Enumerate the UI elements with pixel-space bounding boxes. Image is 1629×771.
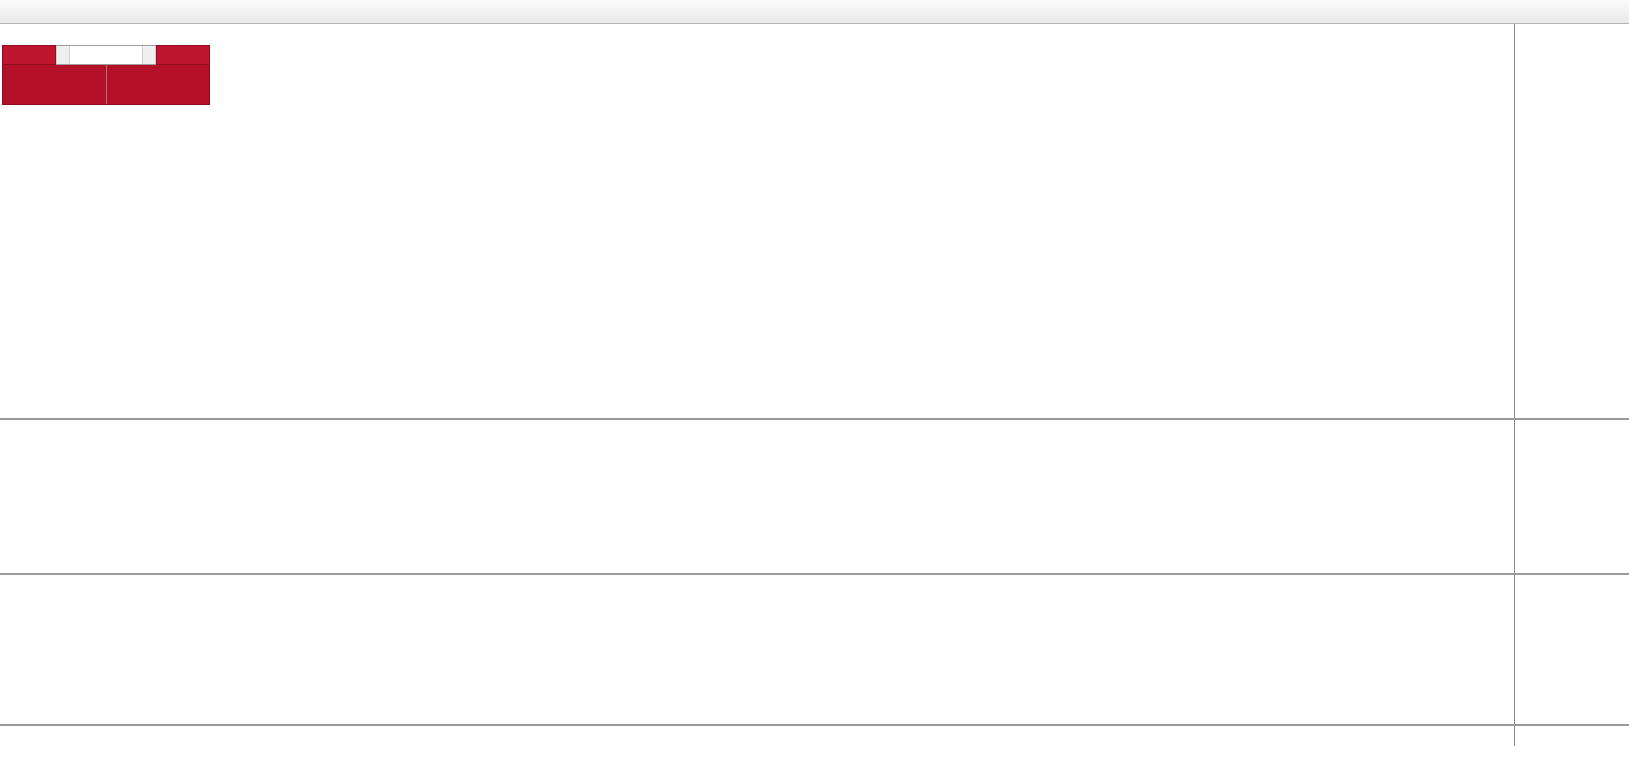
macd-panel[interactable] [0,420,1514,573]
toolbar [0,0,1629,24]
price-pane [0,24,1629,418]
window-bottom [0,746,1629,771]
one-click-trading-panel [2,45,210,105]
buy-price[interactable] [107,65,210,104]
time-axis-bar [0,726,1629,746]
lot-size-control [56,45,156,65]
time-axis-corner [1514,726,1629,746]
pane-splitter[interactable] [0,724,1629,726]
rsi-scale[interactable] [1514,575,1629,724]
lot-size-value[interactable] [70,46,142,64]
pane-splitter[interactable] [0,573,1629,575]
sell-price[interactable] [3,65,107,104]
chart-workspace [0,24,1629,771]
rsi-panel[interactable] [0,575,1514,724]
price-scale[interactable] [1514,24,1629,418]
lot-increase-button[interactable] [142,46,156,64]
price-chart[interactable] [0,24,1514,418]
lot-decrease-button[interactable] [56,46,70,64]
time-axis[interactable] [0,726,1514,746]
rsi-line-svg [0,575,300,724]
pane-splitter[interactable] [0,418,1629,420]
buy-button[interactable] [156,45,210,65]
macd-histogram-svg [0,420,300,570]
macd-scale[interactable] [1514,420,1629,573]
sell-button[interactable] [2,45,56,65]
macd-pane [0,420,1629,573]
rsi-pane [0,575,1629,724]
